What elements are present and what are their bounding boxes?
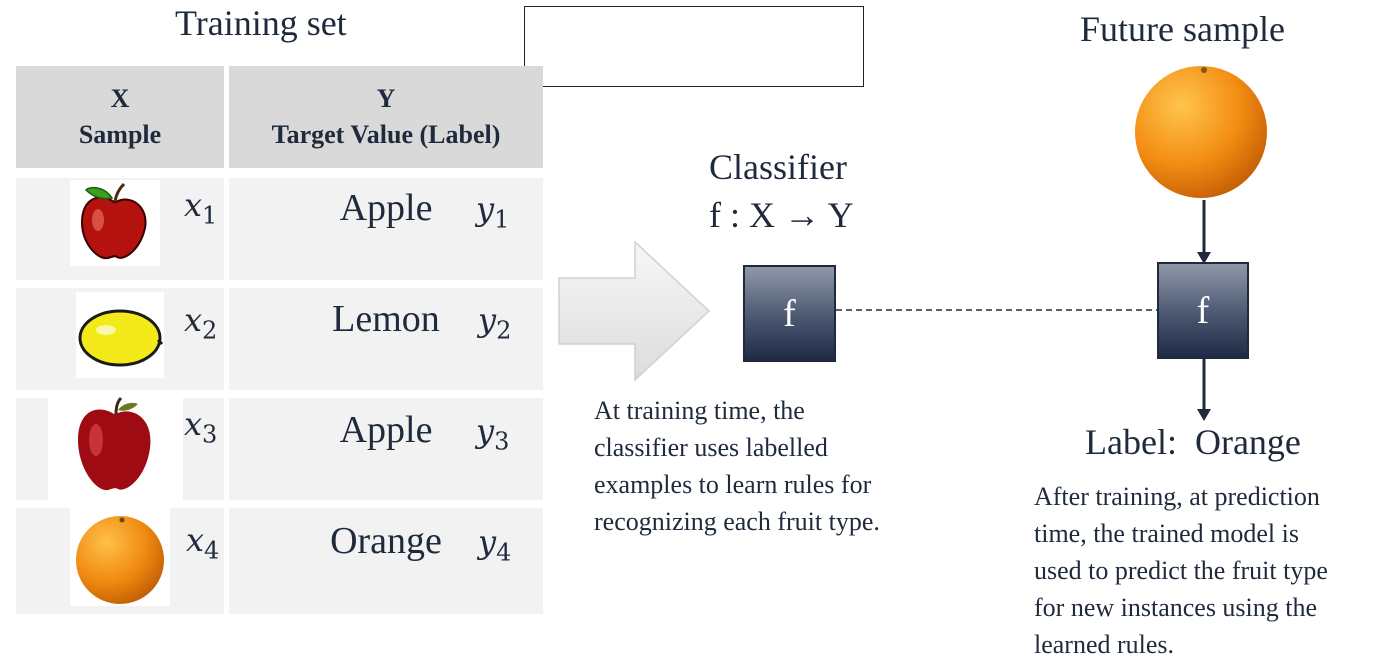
classifier-box: f [743, 265, 836, 362]
arrow-down-icon [1197, 359, 1211, 421]
orange-icon [1135, 66, 1267, 198]
prediction-box-label: f [1196, 289, 1210, 332]
classifier-description: At training time, the classifier uses la… [594, 396, 880, 536]
arrow-down-icon [1197, 200, 1211, 264]
apple-icon [70, 180, 160, 266]
header-x: X Sample [16, 66, 224, 168]
classifier-title: Classifier [709, 147, 847, 187]
blank-box [524, 6, 864, 87]
future-sample-title: Future sample [1080, 9, 1285, 49]
label-row-4: Orange [330, 520, 442, 562]
x-symbol-1: x1 [184, 186, 218, 230]
x-symbol-2: x2 [184, 301, 218, 345]
training-arrow-icon [558, 240, 711, 382]
x-symbol-3: x3 [184, 405, 218, 449]
classifier-formula: f : X → Y [709, 195, 854, 235]
y-symbol-3: y3 [476, 412, 510, 456]
header-x-line2: Sample [78, 120, 162, 149]
y-symbol-1: y1 [476, 190, 510, 234]
apple-icon [48, 396, 183, 500]
dashed-connector [836, 309, 1158, 311]
orange-icon [70, 508, 170, 606]
label-row-2: Lemon [332, 298, 440, 340]
header-y-line2: Target Value (Label) [271, 120, 501, 149]
lemon-icon [76, 292, 164, 378]
label-row-3: Apple [339, 409, 433, 451]
header-x-line1: X [110, 84, 130, 113]
output-label: Label: Orange [1085, 422, 1301, 462]
label-row-1: Apple [339, 187, 433, 229]
x-symbol-4: x4 [186, 521, 220, 565]
y-symbol-4: y4 [478, 523, 512, 567]
header-y: Y Target Value (Label) [229, 66, 543, 168]
classifier-box-label: f [783, 292, 796, 335]
header-y-line1: Y [376, 84, 396, 113]
y-symbol-2: y2 [478, 301, 512, 345]
prediction-description: After training, at prediction time, the … [1034, 482, 1328, 659]
training-set-title: Training set [175, 3, 347, 43]
prediction-box: f [1157, 262, 1249, 359]
